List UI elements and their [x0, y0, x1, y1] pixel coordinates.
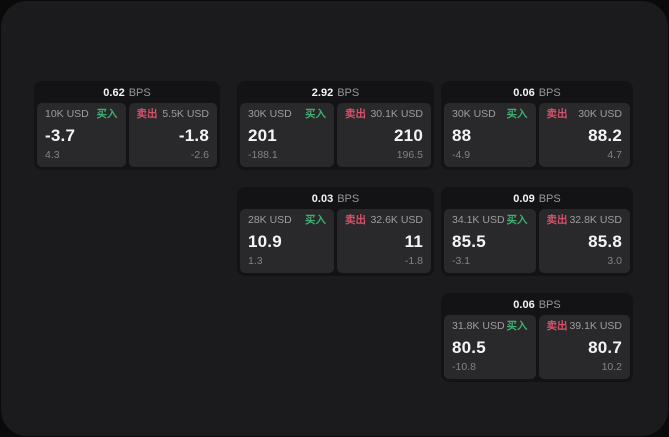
quote-card: 0.06 BPS 31.8K USD 买入 80.5 -10.8 卖出 39.1… [441, 293, 633, 382]
sell-price-value: -1.8 [178, 125, 209, 145]
bps-value: 0.09 [513, 193, 535, 205]
buy-change-value: -3.1 [452, 255, 471, 267]
buy-side-label: 买入 [506, 108, 528, 120]
card-header: 0.03 BPS [240, 190, 431, 209]
sell-panel[interactable]: 卖出 39.1K USD 80.7 10.2 [538, 315, 630, 379]
quote-panels: 30K USD 买入 201 -188.1 卖出 30.1K USD 210 1… [240, 103, 431, 167]
quote-card: 0.62 BPS 10K USD 买入 -3.7 4.3 卖出 5.5K USD… [34, 81, 220, 170]
quote-card: 0.03 BPS 28K USD 买入 10.9 1.3 卖出 32.6K US… [237, 187, 434, 276]
bps-unit-label: BPS [538, 87, 561, 99]
sell-price-value: 85.8 [588, 231, 622, 251]
quote-panels: 28K USD 买入 10.9 1.3 卖出 32.6K USD 11 -1.8 [240, 209, 431, 273]
buy-notional-label: 31.8K USD [452, 320, 505, 332]
buy-price-value: 10.9 [248, 231, 282, 251]
buy-price-value: 80.5 [452, 337, 486, 357]
sell-notional-label: 32.8K USD [569, 214, 622, 226]
sell-price-value: 88.2 [588, 125, 622, 145]
card-header: 0.06 BPS [444, 84, 630, 103]
buy-panel[interactable]: 10K USD 买入 -3.7 4.3 [37, 103, 126, 167]
bps-value: 0.03 [311, 193, 334, 205]
buy-side-label: 买入 [506, 214, 528, 226]
sell-price-value: 11 [404, 231, 423, 251]
sell-panel[interactable]: 卖出 30K USD 88.2 4.7 [538, 103, 630, 167]
sell-price-value: 210 [394, 125, 423, 145]
card-header: 0.62 BPS [37, 84, 217, 103]
buy-price-value: -3.7 [45, 125, 76, 145]
sell-panel[interactable]: 卖出 5.5K USD -1.8 -2.6 [128, 103, 217, 167]
buy-notional-label: 34.1K USD [452, 214, 505, 226]
buy-panel[interactable]: 31.8K USD 买入 80.5 -10.8 [444, 315, 536, 379]
buy-panel[interactable]: 28K USD 买入 10.9 1.3 [240, 209, 334, 273]
bps-unit-label: BPS [128, 87, 151, 99]
buy-panel[interactable]: 34.1K USD 买入 85.5 -3.1 [444, 209, 536, 273]
sell-side-label: 卖出 [546, 214, 568, 226]
buy-notional-label: 28K USD [248, 214, 292, 226]
buy-price-value: 201 [248, 125, 277, 145]
buy-change-value: -188.1 [248, 149, 278, 161]
buy-side-label: 买入 [506, 320, 528, 332]
sell-notional-label: 30.1K USD [370, 108, 423, 120]
card-header: 2.92 BPS [240, 84, 431, 103]
quote-panels: 10K USD 买入 -3.7 4.3 卖出 5.5K USD -1.8 -2.… [37, 103, 217, 167]
card-header: 0.06 BPS [444, 296, 630, 315]
bps-value: 0.06 [513, 87, 535, 99]
quote-panels: 30K USD 买入 88 -4.9 卖出 30K USD 88.2 4.7 [444, 103, 630, 167]
sell-panel[interactable]: 卖出 30.1K USD 210 196.5 [337, 103, 431, 167]
buy-notional-label: 30K USD [248, 108, 292, 120]
bps-unit-label: BPS [337, 87, 360, 99]
sell-notional-label: 5.5K USD [162, 108, 209, 120]
quote-card: 0.06 BPS 30K USD 买入 88 -4.9 卖出 30K USD 8… [441, 81, 633, 170]
buy-side-label: 买入 [305, 108, 326, 120]
buy-notional-label: 10K USD [45, 108, 89, 120]
sell-panel[interactable]: 卖出 32.8K USD 85.8 3.0 [538, 209, 630, 273]
card-header: 0.09 BPS [444, 190, 630, 209]
buy-change-value: 1.3 [248, 255, 263, 267]
sell-change-value: 196.5 [396, 149, 423, 161]
quote-card: 2.92 BPS 30K USD 买入 201 -188.1 卖出 30.1K … [237, 81, 434, 170]
buy-side-label: 买入 [305, 214, 326, 226]
sell-notional-label: 32.6K USD [370, 214, 423, 226]
sell-change-value: 4.7 [607, 149, 622, 161]
bps-value: 0.06 [513, 299, 535, 311]
quote-card: 0.09 BPS 34.1K USD 买入 85.5 -3.1 卖出 32.8K… [441, 187, 633, 276]
bps-unit-label: BPS [538, 299, 561, 311]
sell-change-value: 3.0 [607, 255, 622, 267]
sell-side-label: 卖出 [136, 108, 158, 120]
bps-unit-label: BPS [337, 193, 360, 205]
bps-value: 2.92 [311, 87, 334, 99]
sell-change-value: -1.8 [404, 255, 423, 267]
buy-panel[interactable]: 30K USD 买入 88 -4.9 [444, 103, 536, 167]
sell-change-value: -2.6 [190, 149, 209, 161]
buy-change-value: -10.8 [452, 361, 476, 373]
buy-panel[interactable]: 30K USD 买入 201 -188.1 [240, 103, 334, 167]
buy-change-value: -4.9 [452, 149, 471, 161]
quote-panels: 31.8K USD 买入 80.5 -10.8 卖出 39.1K USD 80.… [444, 315, 630, 379]
buy-change-value: 4.3 [45, 149, 60, 161]
sell-side-label: 卖出 [546, 108, 568, 120]
sell-change-value: 10.2 [601, 361, 622, 373]
sell-side-label: 卖出 [546, 320, 568, 332]
buy-side-label: 买入 [96, 108, 118, 120]
sell-notional-label: 30K USD [578, 108, 622, 120]
bps-value: 0.62 [103, 87, 125, 99]
sell-side-label: 卖出 [345, 214, 366, 226]
quote-panels: 34.1K USD 买入 85.5 -3.1 卖出 32.8K USD 85.8… [444, 209, 630, 273]
sell-side-label: 卖出 [345, 108, 366, 120]
buy-notional-label: 30K USD [452, 108, 496, 120]
buy-price-value: 85.5 [452, 231, 486, 251]
sell-notional-label: 39.1K USD [569, 320, 622, 332]
bps-unit-label: BPS [538, 193, 561, 205]
sell-panel[interactable]: 卖出 32.6K USD 11 -1.8 [337, 209, 431, 273]
sell-price-value: 80.7 [588, 337, 622, 357]
buy-price-value: 88 [452, 125, 472, 145]
